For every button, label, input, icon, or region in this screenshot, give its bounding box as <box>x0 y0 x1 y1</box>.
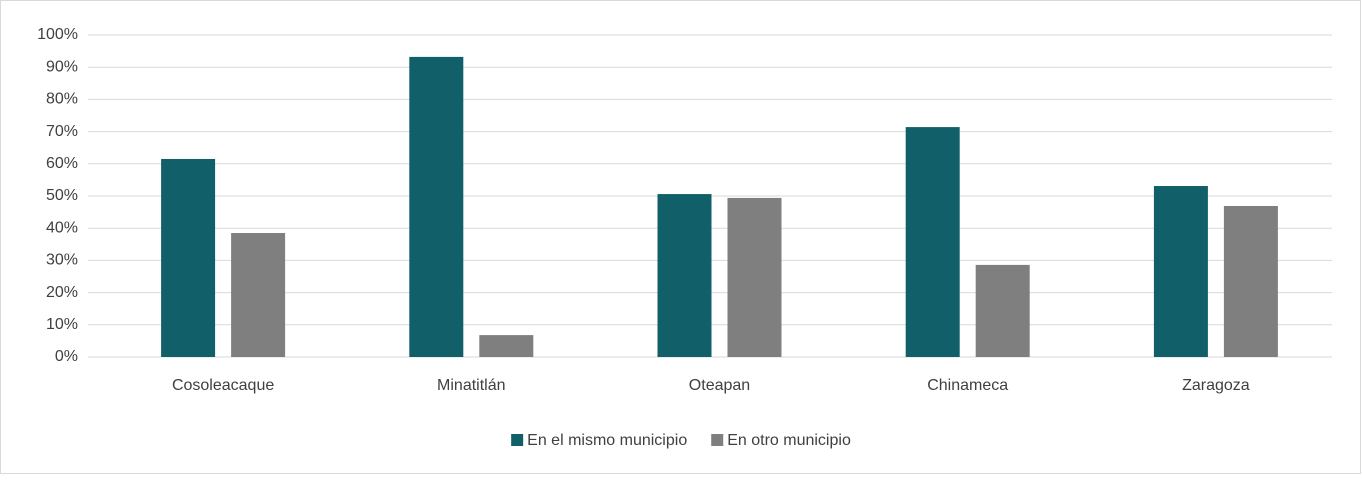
y-tick-label: 30% <box>46 252 78 269</box>
y-tick-label: 100% <box>37 26 78 43</box>
y-tick-label: 0% <box>55 348 78 365</box>
y-tick-label: 40% <box>46 219 78 236</box>
y-tick-label: 70% <box>46 123 78 140</box>
bar <box>657 194 712 357</box>
x-tick-label: Minatitlán <box>437 377 505 394</box>
bar <box>905 127 960 357</box>
y-tick-label: 80% <box>46 91 78 108</box>
y-tick-label: 60% <box>46 155 78 172</box>
y-tick-label: 20% <box>46 284 78 301</box>
bar <box>1153 186 1208 357</box>
bar <box>975 264 1030 357</box>
y-tick-label: 10% <box>46 316 78 333</box>
x-tick-label: Cosoleacaque <box>172 377 274 394</box>
x-tick-label: Zaragoza <box>1182 377 1250 394</box>
bar <box>161 158 216 357</box>
bar <box>479 335 534 357</box>
legend-swatch <box>711 434 724 446</box>
legend-label: En otro municipio <box>727 432 851 449</box>
legend-label: En el mismo municipio <box>527 432 687 449</box>
y-tick-label: 50% <box>46 187 78 204</box>
x-tick-label: Chinameca <box>927 377 1008 394</box>
bar <box>1223 205 1278 357</box>
bar <box>409 56 464 358</box>
bar <box>231 233 286 357</box>
y-tick-label: 90% <box>46 58 78 75</box>
bar <box>727 197 782 357</box>
x-tick-label: Oteapan <box>689 377 750 394</box>
legend-swatch <box>511 434 524 446</box>
